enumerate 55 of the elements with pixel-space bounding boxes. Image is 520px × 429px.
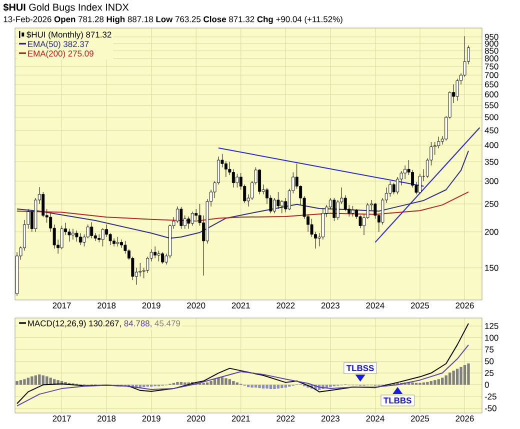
x-tick-label: 2018 bbox=[98, 416, 116, 422]
legend-label: EMA(200) 275.09 bbox=[28, 50, 94, 58]
y-tick-label: 950 bbox=[484, 34, 498, 40]
x-tick-label: 2018 bbox=[98, 302, 116, 309]
y-tick-label: 100 bbox=[485, 334, 498, 341]
x-tick-label: 2026 bbox=[456, 416, 474, 422]
x-tick-label: 2026 bbox=[456, 302, 474, 309]
y-tick-label: 75 bbox=[484, 346, 494, 352]
y-tick-label: 650 bbox=[484, 81, 498, 88]
text: 84.788, bbox=[124, 320, 152, 328]
x-tick-label: 2017 bbox=[52, 416, 71, 422]
legend-label: EMA(50) 382.37 bbox=[28, 40, 89, 49]
y-tick-label: 600 bbox=[484, 91, 498, 98]
y-tick-label: 500 bbox=[484, 114, 498, 120]
x-tick-label: 2019 bbox=[142, 302, 160, 309]
y-tick-label: 450 bbox=[484, 127, 498, 134]
y-tick-label: -50 bbox=[484, 405, 496, 412]
y-tick-label: 750 bbox=[484, 64, 498, 70]
x-tick-label: 2019 bbox=[142, 416, 160, 422]
y-tick-label: 0 bbox=[484, 382, 489, 388]
x-tick-label: 2020 bbox=[187, 416, 206, 422]
chart-title: $HUI Gold Bugs Index INDX bbox=[3, 3, 129, 13]
y-tick-label: 400 bbox=[484, 142, 498, 148]
x-tick-label: 2021 bbox=[232, 302, 250, 309]
x-tick-label: 2021 bbox=[232, 416, 250, 422]
y-tick-label: 50 bbox=[484, 358, 494, 364]
x-tick-label: 2022 bbox=[276, 416, 295, 422]
y-tick-label: 200 bbox=[484, 228, 498, 235]
annotation: TLBSS bbox=[346, 365, 374, 372]
text: 13-Feb-2026 Open 781.28 High 887.18 Low 763.25 Close 871.32 Chg +90.04 (+11.52%) bbox=[4, 16, 342, 24]
annotation: TLBBS bbox=[384, 397, 412, 404]
x-tick-label: 2022 bbox=[276, 302, 295, 309]
x-tick-label: 2017 bbox=[52, 302, 71, 309]
y-tick-label: 25 bbox=[484, 370, 494, 376]
x-tick-label: 2023 bbox=[321, 302, 340, 309]
text: 45.479 bbox=[154, 320, 180, 326]
y-tick-label: 350 bbox=[484, 158, 498, 165]
y-tick-label: 150 bbox=[485, 264, 498, 271]
y-tick-label: 900 bbox=[484, 40, 498, 47]
x-tick-label: 2024 bbox=[366, 416, 384, 422]
y-tick-label: 850 bbox=[484, 48, 498, 54]
x-tick-label: 2025 bbox=[410, 302, 430, 309]
y-tick-label: 800 bbox=[484, 55, 498, 62]
x-tick-label: 2023 bbox=[321, 416, 340, 422]
y-tick-label: 125 bbox=[485, 323, 498, 329]
y-tick-label: 700 bbox=[484, 72, 498, 78]
y-tick-label: 250 bbox=[484, 200, 498, 207]
y-tick-label: 550 bbox=[484, 102, 498, 108]
x-tick-label: 2020 bbox=[187, 302, 206, 309]
x-tick-label: 2025 bbox=[410, 416, 430, 422]
legend-label: MACD(12,26,9) 130.267, bbox=[28, 320, 121, 328]
legend-label: $HUI (Monthly) 871.32 bbox=[26, 31, 112, 40]
y-tick-label: 300 bbox=[484, 178, 498, 184]
x-tick-label: 2024 bbox=[366, 302, 384, 309]
y-tick-label: -25 bbox=[484, 394, 496, 400]
